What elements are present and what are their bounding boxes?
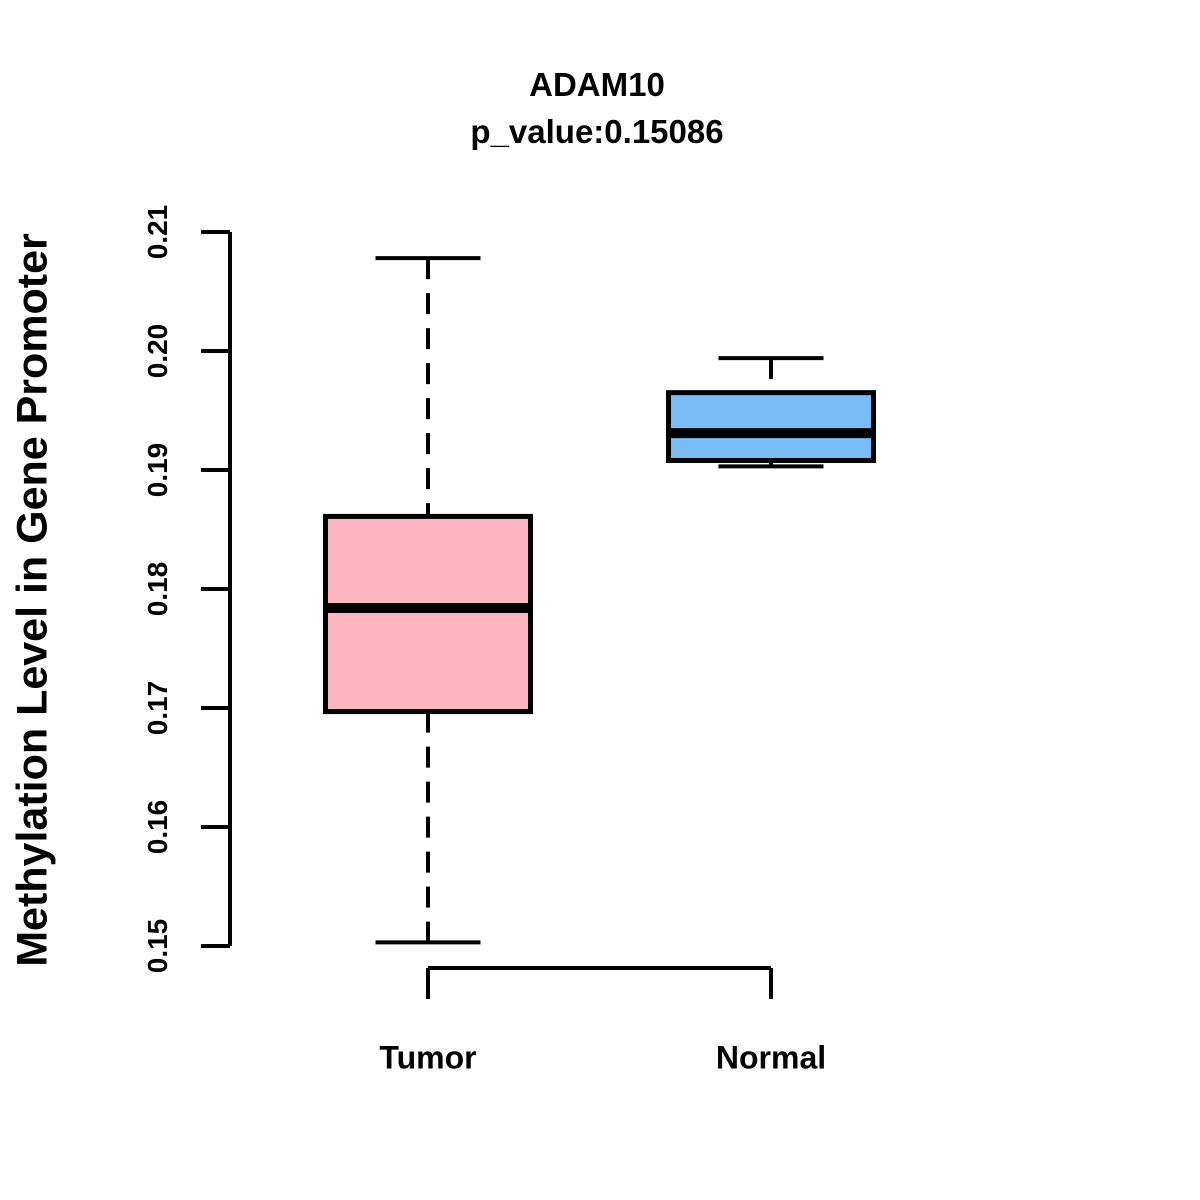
title-block: ADAM10 p_value:0.15086	[0, 68, 1194, 148]
y-tick-label: 0.15	[142, 918, 173, 974]
y-tick-label: 0.19	[142, 442, 173, 498]
iqr-box-tumor	[323, 513, 533, 715]
chart-title: ADAM10	[529, 66, 665, 103]
chart-subtitle: p_value:0.15086	[470, 113, 724, 150]
category-label-normal: Normal	[715, 1039, 827, 1076]
category-label-tumor: Tumor	[379, 1039, 477, 1076]
y-tick-label: 0.17	[142, 680, 173, 736]
y-axis	[201, 230, 232, 948]
y-tick-label: 0.20	[142, 323, 173, 379]
box-tumor	[323, 256, 533, 945]
y-tick-label: 0.21	[142, 204, 173, 260]
y-tick-label: 0.16	[142, 799, 173, 855]
box-normal	[666, 356, 876, 469]
iqr-box-normal	[666, 390, 876, 463]
x-axis	[426, 966, 773, 999]
y-tick-label: 0.18	[142, 561, 173, 617]
